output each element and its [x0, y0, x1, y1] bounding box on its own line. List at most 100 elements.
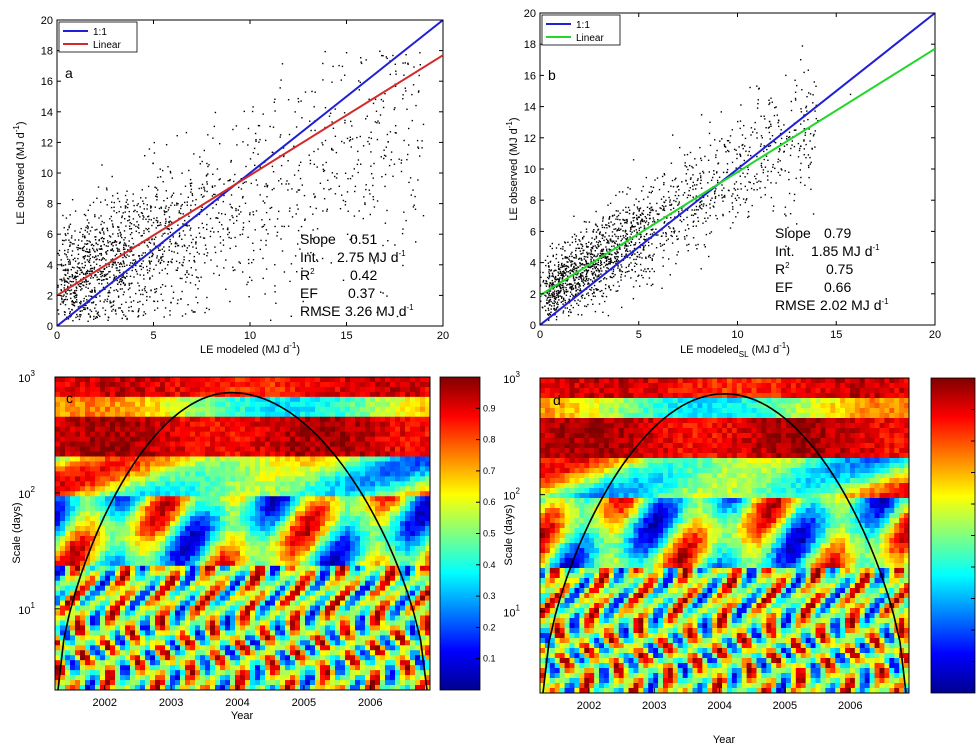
- panel-a-point: [279, 134, 282, 136]
- panel-a-point: [87, 287, 89, 289]
- panel-b-xtick-label: 0: [537, 329, 543, 341]
- panel-b-point: [778, 120, 780, 122]
- panel-a-point: [373, 262, 376, 264]
- panel-b-point: [545, 285, 548, 287]
- panel-a-point: [97, 243, 99, 246]
- panel-c-heat-cell: [65, 406, 71, 413]
- panel-c-heat-cell: [120, 426, 126, 433]
- panel-a-point: [234, 236, 236, 239]
- panel-a-point: [155, 264, 157, 266]
- panel-c-heat-cell: [410, 401, 416, 408]
- panel-b-point: [565, 274, 567, 276]
- panel-c-heat-cell: [70, 401, 76, 408]
- panel-c-heat-cell: [190, 377, 196, 383]
- panel-a-point: [136, 221, 138, 223]
- panel-a-point: [254, 132, 257, 135]
- panel-b-point: [691, 165, 693, 168]
- panel-a-point: [198, 232, 201, 234]
- panel-a-point: [343, 142, 345, 144]
- panel-b-point: [658, 188, 661, 191]
- panel-b-point: [559, 268, 561, 271]
- panel-a-point: [57, 252, 59, 255]
- panel-a-point: [274, 285, 276, 287]
- panel-b-point: [586, 262, 588, 264]
- panel-c-heat-cell: [360, 446, 366, 453]
- panel-a-point: [175, 269, 177, 271]
- panel-a-point: [316, 228, 319, 230]
- panel-b-point: [727, 149, 729, 152]
- panel-c-heat-cell: [190, 441, 196, 448]
- panel-a-point: [115, 241, 118, 243]
- panel-a-point: [419, 64, 421, 66]
- panel-b-point: [560, 289, 562, 291]
- panel-c-heat-cell: [245, 386, 251, 393]
- panel-b-point: [601, 226, 604, 229]
- panel-a-point: [139, 274, 141, 276]
- panel-b-point: [611, 240, 613, 242]
- panel-a-point: [148, 241, 150, 243]
- panel-a-point: [115, 275, 117, 278]
- panel-c-heat-cell: [300, 381, 306, 388]
- panel-a-point: [336, 173, 338, 175]
- panel-a-point: [280, 79, 282, 81]
- panel-c-heat-cell: [180, 386, 186, 393]
- panel-a-point: [160, 293, 162, 295]
- panel-b-point: [540, 271, 541, 273]
- panel-a-point: [321, 142, 323, 144]
- panel-a-point: [124, 237, 126, 239]
- panel-c-heat-cell: [80, 411, 86, 418]
- panel-c-heat-cell: [85, 441, 91, 448]
- panel-b-point: [790, 147, 792, 150]
- panel-a-point: [357, 254, 360, 257]
- panel-c-heat-cell: [135, 436, 141, 443]
- panel-b-point: [564, 282, 567, 285]
- panel-a-point: [309, 206, 312, 208]
- panel-c-heat-cell: [415, 386, 421, 393]
- panel-b-point: [630, 228, 632, 231]
- panel-c-heat-cell: [355, 426, 361, 433]
- panel-c-heat-cell: [345, 377, 351, 383]
- panel-c-heat-cell: [85, 406, 91, 413]
- panel-c-heat-cell: [95, 421, 101, 428]
- panel-a-point: [85, 304, 87, 306]
- panel-b-point: [621, 225, 623, 227]
- panel-a-point: [124, 207, 127, 209]
- panel-a-point: [69, 289, 71, 292]
- panel-a-point: [221, 213, 223, 215]
- panel-b-point: [774, 167, 776, 170]
- panel-a-point: [88, 313, 90, 315]
- panel-b-point: [688, 190, 690, 192]
- panel-c-heat-cell: [290, 441, 296, 448]
- panel-b-point: [610, 221, 612, 223]
- panel-a-point: [272, 151, 274, 154]
- panel-c-heat-cell: [385, 436, 391, 443]
- panel-b-point: [616, 249, 618, 251]
- panel-b-point: [547, 296, 550, 298]
- panel-c-heat-cell: [180, 426, 186, 433]
- panel-c-heat-cell: [185, 416, 191, 423]
- panel-a-point: [159, 245, 161, 247]
- panel-c-heat-cell: [85, 416, 91, 423]
- panel-b-ytick-label: 14: [524, 102, 536, 114]
- panel-b-point: [601, 295, 603, 297]
- panel-a-point: [122, 293, 125, 296]
- panel-b-point: [575, 276, 577, 279]
- panel-b-point: [657, 234, 659, 236]
- panel-b-stat-int-value: 1.85 MJ d-1: [811, 243, 880, 259]
- panel-c-heat-cell: [340, 451, 346, 458]
- panel-b-point: [704, 155, 706, 158]
- panel-b-point: [789, 136, 791, 138]
- panel-b-point: [594, 245, 596, 247]
- panel-a-point: [122, 248, 125, 251]
- panel-b-point: [632, 226, 634, 228]
- panel-a-ytick-label: 4: [47, 260, 53, 272]
- panel-b-point: [580, 289, 582, 292]
- panel-c-heat-cell: [420, 406, 426, 413]
- panel-b-point: [677, 251, 679, 253]
- panel-c-heat-cell: [175, 436, 181, 443]
- panel-b-stat-r2-value: 0.75: [826, 261, 853, 277]
- panel-b-point: [741, 134, 744, 136]
- panel-a-point: [229, 178, 231, 181]
- panel-b-point: [788, 136, 790, 139]
- panel-a-point: [81, 266, 84, 269]
